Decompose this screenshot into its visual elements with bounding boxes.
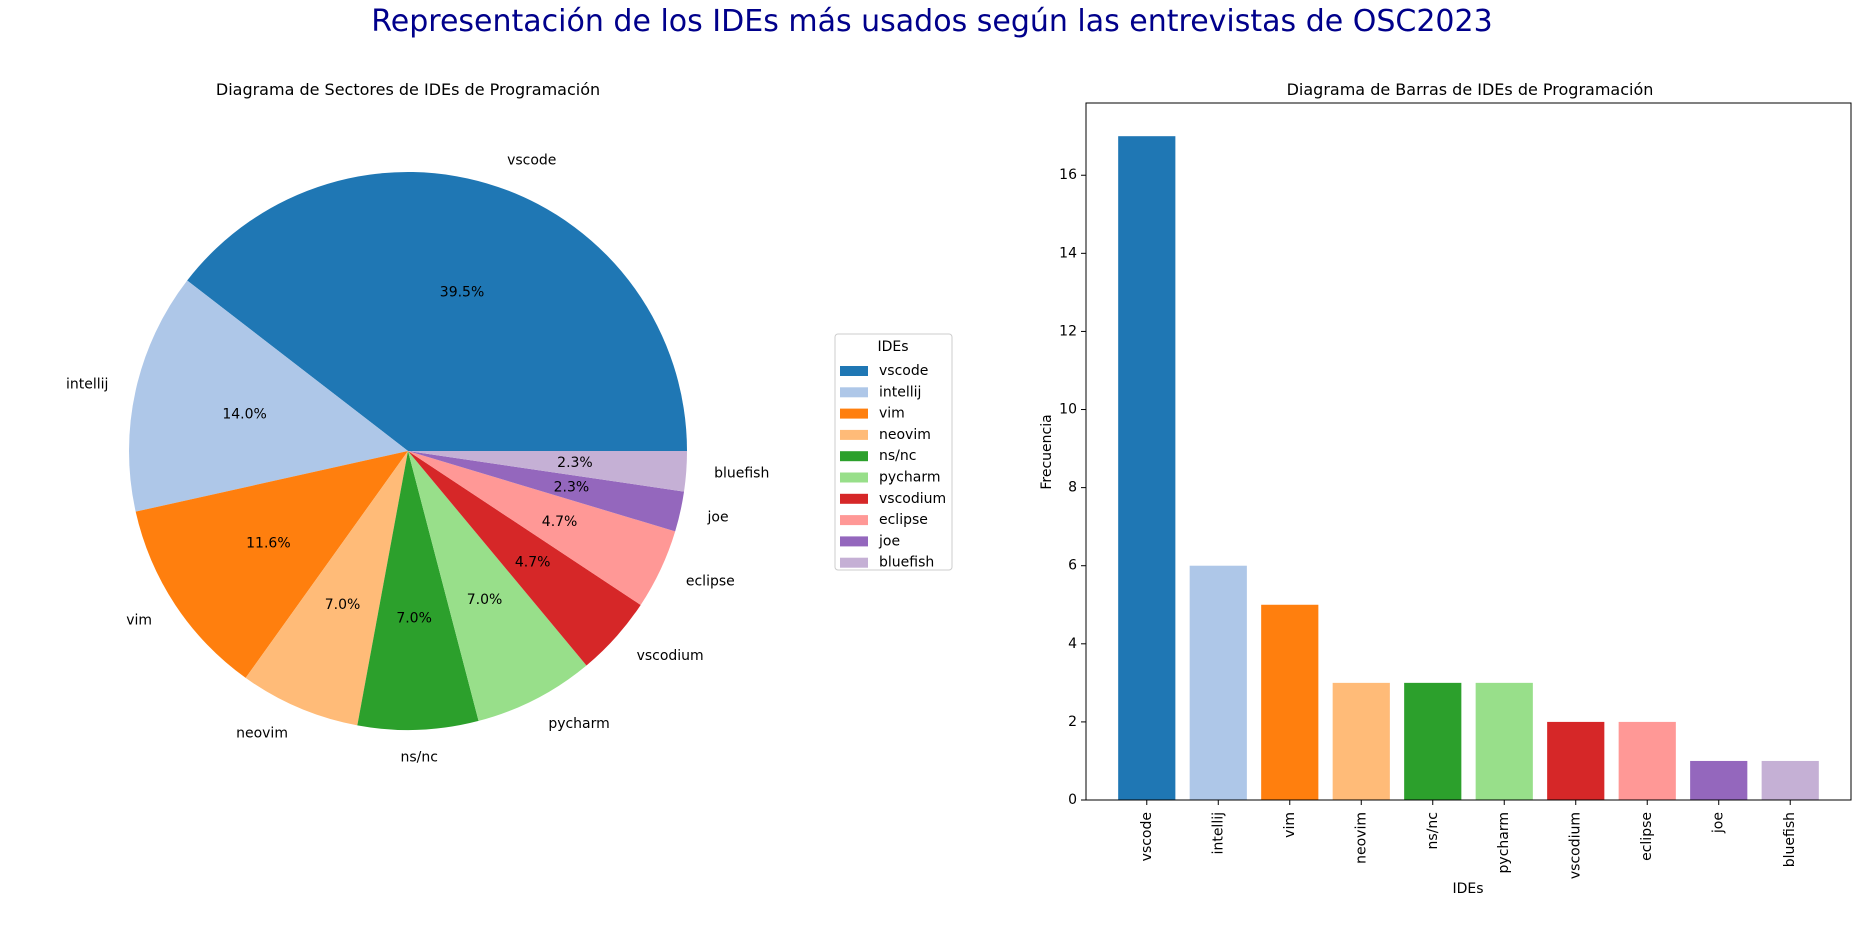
legend-label-vim: vim	[879, 406, 905, 422]
pie-percent-label-pycharm: 7.0%	[467, 592, 503, 608]
y-tick-label-0: 0	[1068, 792, 1077, 808]
pie-percent-label-eclipse: 4.7%	[542, 514, 578, 530]
legend-label-pycharm: pycharm	[879, 470, 940, 486]
pie-slice-eclipse	[408, 451, 676, 605]
pie-labels: vscode 39.5% intellij 14.0% vim 11.6% neovim 7.…	[66, 153, 769, 766]
legend-label-vscode: vscode	[879, 363, 928, 379]
figure-suptitle: Representación de los IDEs más usados se…	[371, 4, 1493, 39]
x-tick-label-eclipse: eclipse	[1639, 812, 1655, 861]
bar-chart-panel: Diagrama de Barras de IDEs de Programaci…	[1039, 80, 1852, 897]
x-tick-label-intellij: intellij	[1210, 812, 1226, 854]
legend-label-neovim: neovim	[879, 427, 931, 443]
bar-eclipse	[1618, 721, 1676, 800]
bar-pycharm	[1475, 682, 1533, 800]
pie-percent-label-joe: 2.3%	[554, 479, 590, 495]
legend-label-joe: joe	[878, 533, 900, 549]
legend-swatch-eclipse	[840, 515, 868, 526]
pie-label-vscode: vscode	[507, 153, 556, 169]
pie-percent-label-bluefish: 2.3%	[557, 455, 593, 471]
bar-vim	[1261, 604, 1319, 800]
bar-vscodium	[1547, 721, 1605, 800]
bar-axes-frame	[1085, 102, 1852, 801]
x-tick-label-vscodium: vscodium	[1568, 812, 1584, 879]
legend-swatch-intellij	[840, 387, 868, 398]
pie-label-vscodium: vscodium	[637, 648, 704, 664]
legend-label-intellij: intellij	[879, 384, 921, 400]
pie-slice-intellij	[129, 280, 408, 512]
pie-label-joe: joe	[707, 510, 729, 526]
y-tick-label-8: 8	[1068, 480, 1077, 496]
pie-slice-ns-nc	[357, 451, 479, 731]
x-tick-label-bluefish: bluefish	[1782, 812, 1798, 867]
pie-label-intellij: intellij	[66, 376, 108, 392]
bar-vscode	[1118, 136, 1176, 800]
pie-slice-joe	[408, 451, 685, 532]
pie-percent-label-vim: 11.6%	[246, 535, 290, 551]
pie-label-pycharm: pycharm	[548, 716, 609, 732]
bar-marks	[1118, 136, 1819, 800]
pie-percent-label-vscode: 39.5%	[440, 285, 484, 301]
legend-label-ns-nc: ns/nc	[879, 448, 916, 464]
pie-label-eclipse: eclipse	[686, 573, 735, 589]
y-tick-label-2: 2	[1068, 714, 1077, 730]
legend-label-vscodium: vscodium	[879, 491, 946, 507]
bar-chart-title: Diagrama de Barras de IDEs de Programaci…	[1287, 80, 1654, 99]
x-tick-label-vscode: vscode	[1139, 812, 1155, 861]
x-tick-label-ns-nc: ns/nc	[1425, 812, 1441, 849]
pie-slice-bluefish	[408, 451, 687, 492]
bar-y-axis-label: Frecuencia	[1039, 414, 1055, 489]
pie-percent-label-neovim: 7.0%	[325, 597, 361, 613]
legend-entries: vscode intellij vim neovim ns/nc pycharm vscod…	[840, 363, 946, 571]
bar-y-axis: 0 2 4 6 8 10 12 14 16	[1059, 167, 1086, 808]
bar-x-axis-label: IDEs	[1452, 881, 1483, 897]
legend-swatch-vscodium	[840, 493, 868, 504]
x-tick-label-pycharm: pycharm	[1496, 812, 1512, 873]
pie-percent-label-intellij: 14.0%	[222, 407, 266, 423]
pie-label-bluefish: bluefish	[714, 465, 769, 481]
pie-slices	[129, 172, 687, 731]
pie-chart-panel: Diagrama de Sectores de IDEs de Programa…	[66, 80, 769, 766]
y-tick-label-4: 4	[1068, 636, 1077, 652]
y-tick-label-10: 10	[1059, 402, 1077, 418]
legend-label-eclipse: eclipse	[879, 512, 928, 528]
y-tick-label-14: 14	[1059, 245, 1077, 261]
y-tick-label-6: 6	[1068, 558, 1077, 574]
bar-neovim	[1332, 682, 1390, 800]
legend-swatch-vscode	[840, 366, 868, 376]
pie-chart-title: Diagrama de Sectores de IDEs de Programa…	[216, 80, 600, 99]
pie-slice-vim	[135, 451, 408, 678]
pie-slice-neovim	[245, 451, 408, 726]
bar-ns-nc	[1404, 682, 1462, 800]
y-tick-label-16: 16	[1059, 167, 1077, 183]
legend-swatch-bluefish	[840, 557, 868, 568]
pie-legend: IDEs vscode intellij vim neovim ns/nc pycharm…	[834, 333, 953, 571]
legend-title: IDEs	[877, 339, 908, 355]
bar-x-axis: vscode intellij vim neovim ns/nc pycharm vscod…	[1139, 800, 1798, 879]
legend-label-bluefish: bluefish	[879, 555, 934, 571]
pie-label-vim: vim	[126, 612, 152, 628]
pie-percent-label-vscodium: 4.7%	[515, 555, 551, 571]
x-tick-label-joe: joe	[1711, 812, 1727, 834]
pie-label-ns-nc: ns/nc	[400, 750, 437, 766]
legend-swatch-pycharm	[840, 472, 868, 483]
bar-intellij	[1189, 565, 1247, 800]
legend-swatch-joe	[840, 536, 868, 547]
pie-slice-pycharm	[408, 451, 587, 721]
pie-percent-label-ns-nc: 7.0%	[396, 610, 432, 626]
bar-joe	[1690, 760, 1748, 800]
pie-slice-vscode	[187, 172, 687, 452]
x-tick-label-neovim: neovim	[1353, 812, 1369, 864]
pie-slice-vscodium	[408, 451, 641, 666]
x-tick-label-vim: vim	[1282, 812, 1298, 838]
legend-swatch-neovim	[840, 429, 868, 440]
pie-label-neovim: neovim	[236, 725, 288, 741]
bar-bluefish	[1761, 760, 1819, 800]
y-tick-label-12: 12	[1059, 323, 1077, 339]
legend-swatch-ns-nc	[840, 451, 868, 462]
legend-swatch-vim	[840, 408, 868, 419]
